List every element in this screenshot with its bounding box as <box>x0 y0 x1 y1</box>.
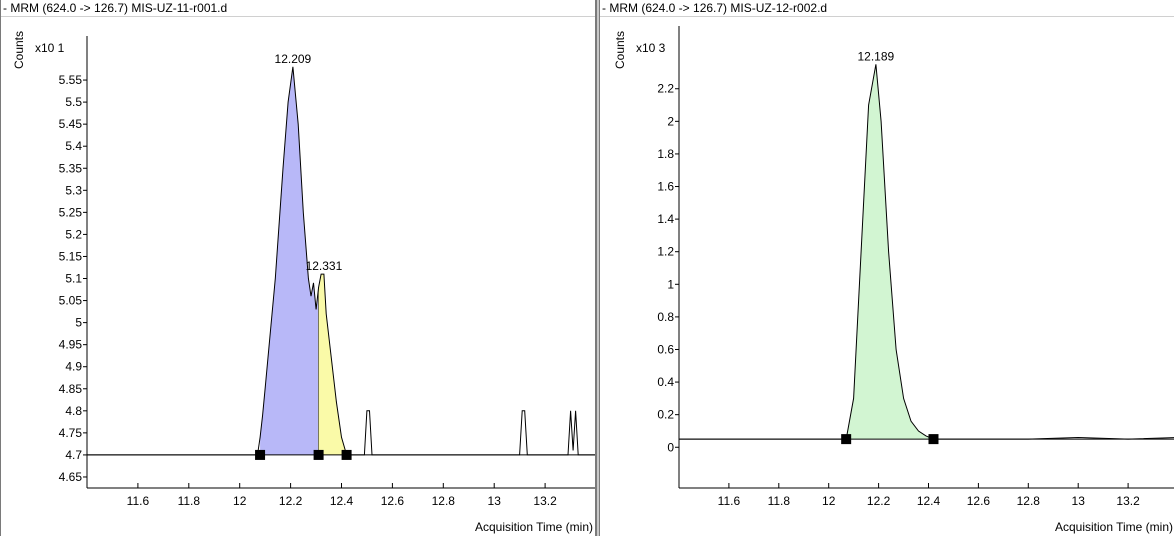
y-tick-label: 5.5 <box>65 95 82 109</box>
y-tick-label: 5.05 <box>59 294 83 308</box>
x-tick-label: 12 <box>233 494 247 508</box>
integration-marker <box>841 434 852 445</box>
x-tick-label: 12.6 <box>381 494 405 508</box>
pane-splitter[interactable] <box>596 0 599 536</box>
y-tick-label: 4.95 <box>59 338 83 352</box>
x-tick-label: 13 <box>1072 494 1086 508</box>
y-tick-label: 5.4 <box>65 139 82 153</box>
x-tick-label: 12.6 <box>967 494 991 508</box>
x-tick-label: 12.2 <box>279 494 303 508</box>
integration-marker <box>928 434 939 445</box>
y-tick-label: 0.2 <box>657 408 674 422</box>
y-scale-label: x10 3 <box>636 41 666 55</box>
x-axis-label: Acquisition Time (min) <box>475 520 593 534</box>
x-tick-label: 11.8 <box>768 494 791 508</box>
chromatogram-pane-left[interactable]: 5.55 5.5 5.45 5.4 5.35 5.3 5.25 5.2 5.15 5.1 5.05 5… <box>0 0 596 536</box>
peak-label-1: 12.209 <box>275 52 312 66</box>
y-tick-label: 4.7 <box>65 448 82 462</box>
x-axis-label: Acquisition Time (min) <box>1055 520 1173 534</box>
y-tick-label: 0.6 <box>657 342 674 356</box>
y-tick-label: 0.4 <box>657 375 674 389</box>
y-tick-label: 4.8 <box>65 404 82 418</box>
chromatogram-trace <box>679 64 1174 440</box>
x-tick-label: 11.6 <box>718 494 741 508</box>
integration-marker <box>313 449 324 460</box>
chromatogram-pane-right[interactable]: 2.2 2 1.8 1.6 1.4 1.2 1 0.8 0.6 0.4 0.2 0 11.6 11.8 12… <box>599 0 1174 536</box>
integration-marker <box>341 449 352 460</box>
chromatogram-title-right: - MRM (624.0 -> 126.7) MIS-UZ-12-r002.d <box>600 0 1174 17</box>
peak-fill-2 <box>318 274 347 455</box>
x-tick-label: 12.4 <box>330 494 354 508</box>
chromatogram-plot-left[interactable]: 5.55 5.5 5.45 5.4 5.35 5.3 5.25 5.2 5.15 5.1 5.05 5… <box>1 0 596 536</box>
y-tick-label: 2 <box>667 114 674 128</box>
chromatogram-trace <box>87 66 595 456</box>
y-tick-label: 1.4 <box>657 212 674 226</box>
chromatogram-title-left: - MRM (624.0 -> 126.7) MIS-UZ-11-r001.d <box>1 0 595 17</box>
y-tick-label: 0 <box>667 440 674 454</box>
x-tick-label: 12.8 <box>432 494 456 508</box>
integration-marker <box>255 449 266 460</box>
y-tick-label: 5.1 <box>65 272 82 286</box>
y-tick-label: 5.25 <box>59 205 83 219</box>
x-tick-label: 12.2 <box>867 494 891 508</box>
y-tick-label: 1.2 <box>657 245 674 259</box>
x-tick-label: 11.8 <box>178 494 201 508</box>
x-tick-label: 12 <box>822 494 836 508</box>
y-tick-label: 1.8 <box>657 147 674 161</box>
y-axis-label-counts: Counts <box>613 31 627 69</box>
chromatogram-plot-right[interactable]: 2.2 2 1.8 1.6 1.4 1.2 1 0.8 0.6 0.4 0.2 0 11.6 11.8 12… <box>600 0 1174 536</box>
x-tick-label: 13.2 <box>533 494 557 508</box>
y-tick-label: 5.2 <box>65 227 82 241</box>
y-tick-label: 5.45 <box>59 117 83 131</box>
x-tick-label: 13.2 <box>1116 494 1140 508</box>
y-tick-label: 5.35 <box>59 161 83 175</box>
x-tick-label: 12.8 <box>1017 494 1041 508</box>
y-tick-label: 4.65 <box>59 470 83 484</box>
y-tick-label: 4.85 <box>59 382 83 396</box>
y-tick-label: 5 <box>75 316 82 330</box>
y-scale-label: x10 1 <box>35 41 65 55</box>
y-tick-label: 0.8 <box>657 310 674 324</box>
y-tick-label: 4.9 <box>65 360 82 374</box>
x-tick-label: 12.4 <box>917 494 941 508</box>
y-tick-label: 1 <box>667 277 674 291</box>
y-tick-label: 5.15 <box>59 249 83 263</box>
x-tick-label: 11.6 <box>127 494 150 508</box>
x-tick-label: 13 <box>488 494 502 508</box>
peak-fill-1 <box>260 66 319 455</box>
y-tick-label: 4.75 <box>59 426 83 440</box>
peak-label-2: 12.331 <box>306 259 343 273</box>
y-tick-label: 5.3 <box>65 183 82 197</box>
y-axis-label-counts: Counts <box>12 31 26 69</box>
y-tick-label: 1.6 <box>657 180 674 194</box>
peak-label-1: 12.189 <box>858 49 895 63</box>
y-tick-label: 2.2 <box>657 82 674 96</box>
peak-fill-1 <box>846 64 934 440</box>
y-tick-label: 5.55 <box>59 73 83 87</box>
